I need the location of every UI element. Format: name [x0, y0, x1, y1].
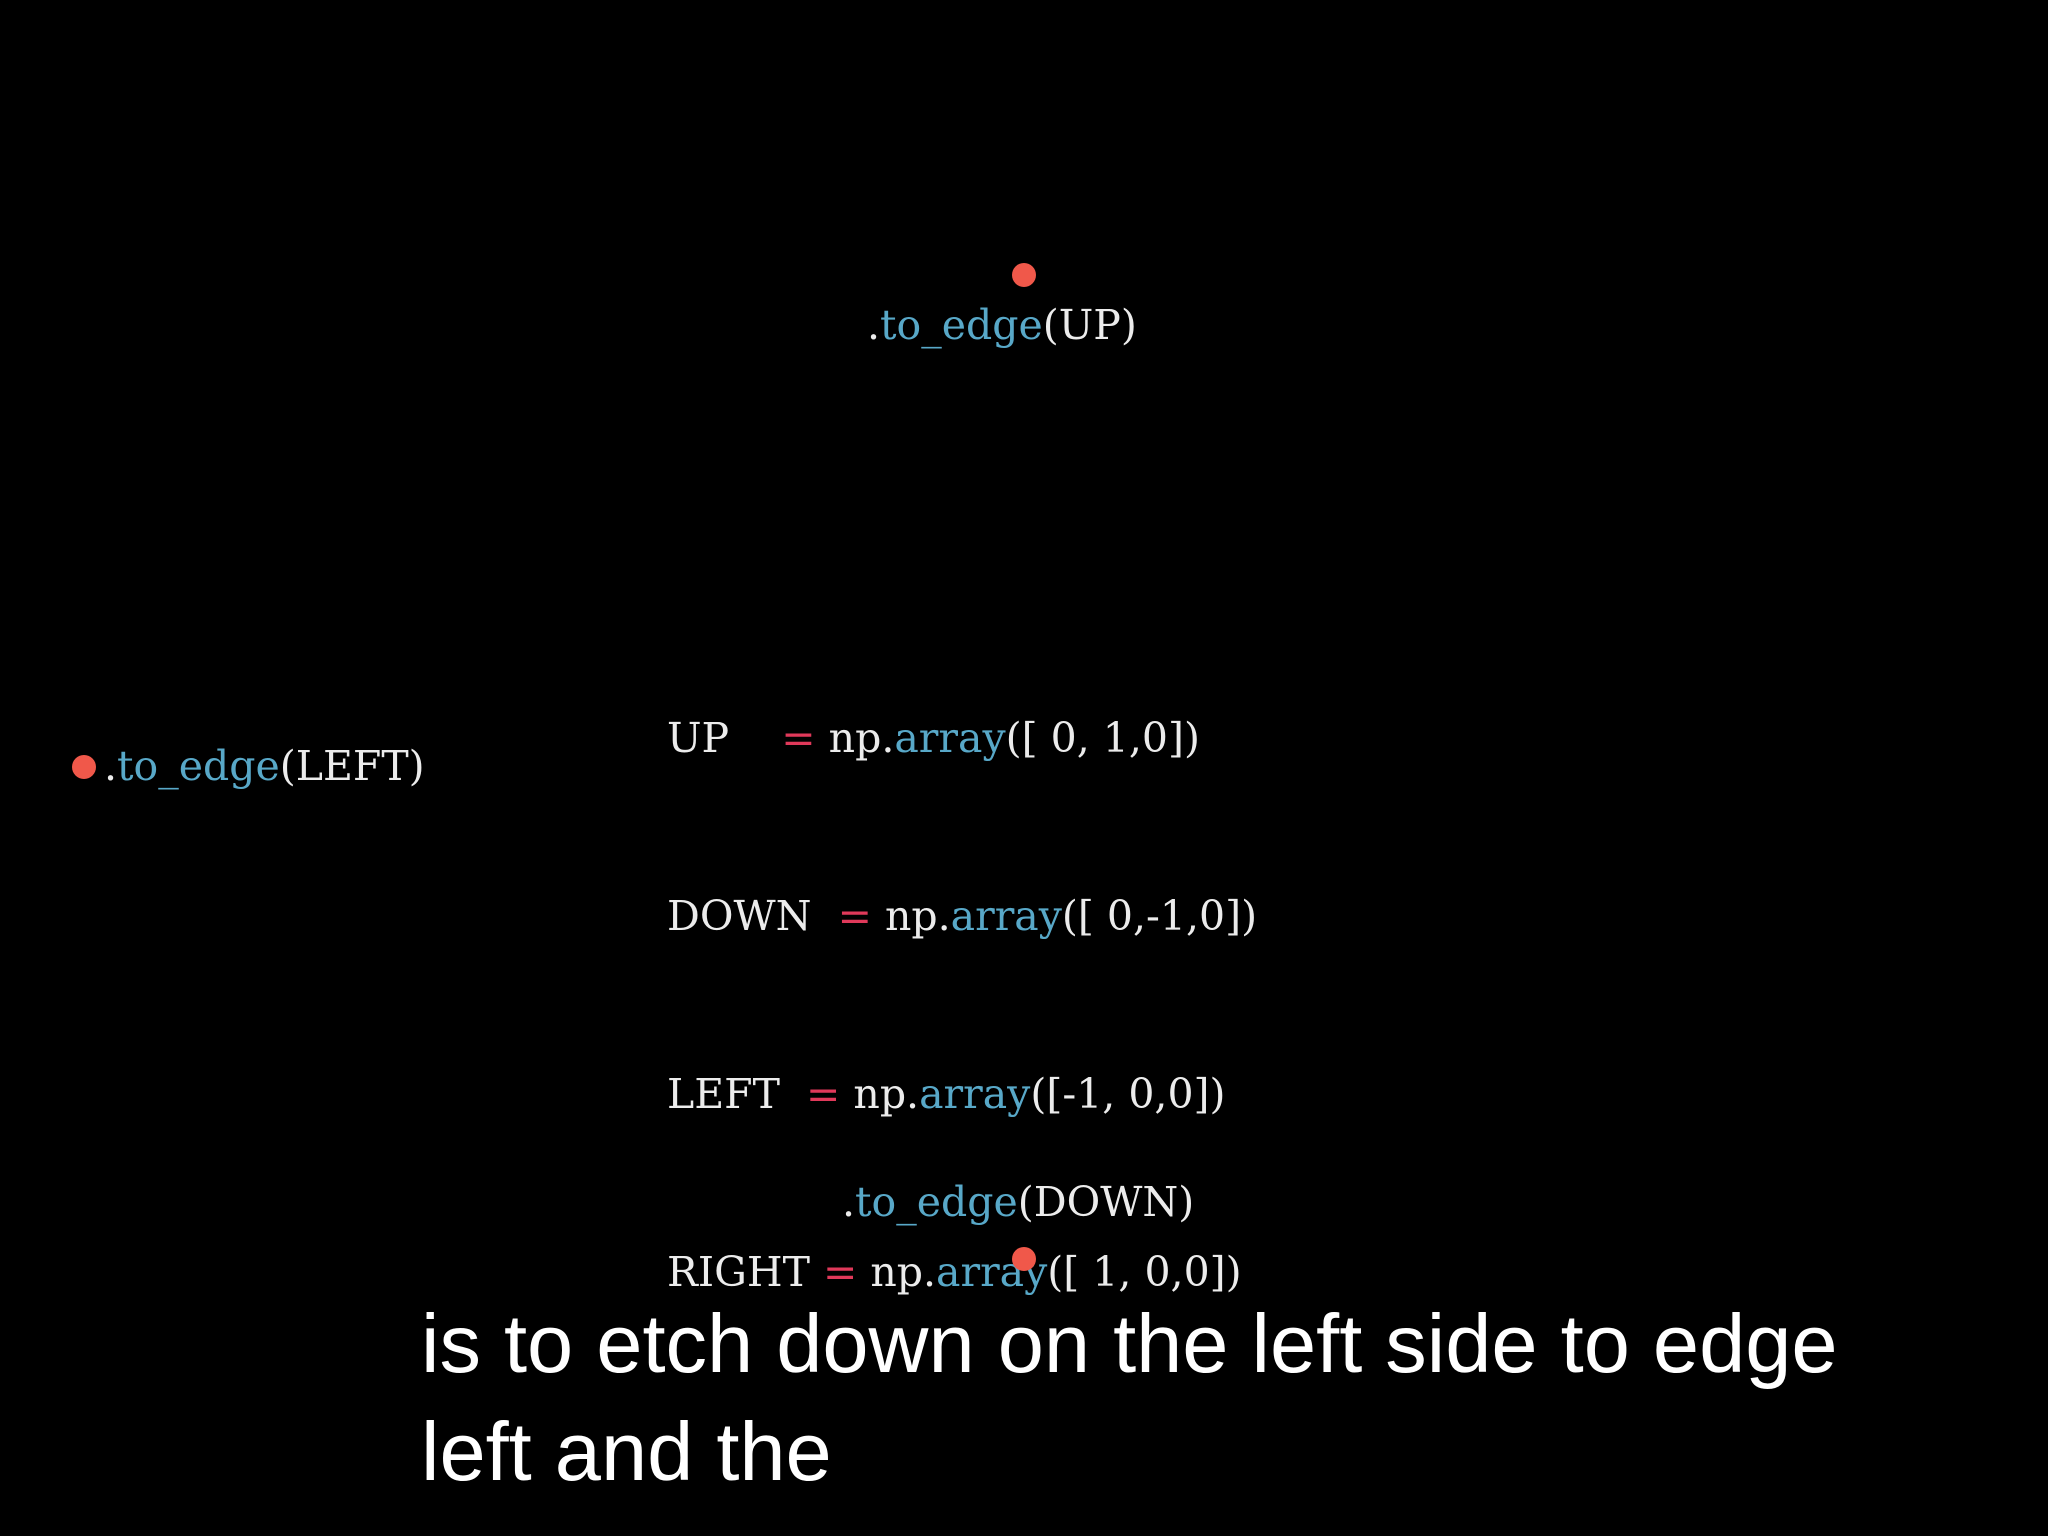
array-func: array	[919, 1070, 1031, 1118]
array-args: ([ 0, 1,0])	[1005, 714, 1200, 762]
subtitle-line-2: left and the	[421, 1405, 832, 1498]
array-args: ([ 1, 0,0])	[1047, 1248, 1242, 1296]
method-arg: (LEFT)	[279, 742, 425, 790]
dot-accessor: .	[842, 1178, 856, 1226]
assign-operator: =	[781, 714, 816, 762]
to-edge-down-label: .to_edge(DOWN)	[842, 1182, 1194, 1223]
method-arg: (DOWN)	[1017, 1178, 1195, 1226]
const-name: DOWN	[667, 892, 838, 940]
array-func: array	[950, 892, 1062, 940]
code-line-down: DOWN = np.array([ 0,-1,0])	[667, 886, 1257, 968]
method-arg: (UP)	[1042, 301, 1137, 349]
direction-constants-code: UP = np.array([ 0, 1,0]) DOWN = np.array…	[667, 612, 1257, 1372]
array-args: ([ 0,-1,0])	[1061, 892, 1258, 940]
array-func: array	[894, 714, 1006, 762]
up-edge-dot	[1012, 263, 1036, 287]
method-name: to_edge	[117, 742, 280, 790]
subtitle-line-1: is to etch down on the left side to edge	[421, 1297, 1838, 1390]
const-name: LEFT	[667, 1070, 807, 1118]
assign-operator: =	[806, 1070, 841, 1118]
method-name: to_edge	[855, 1178, 1018, 1226]
const-name: UP	[667, 714, 782, 762]
left-edge-dot	[72, 755, 96, 779]
np-module: np.	[857, 1248, 937, 1296]
np-module: np.	[815, 714, 895, 762]
const-name: RIGHT	[667, 1248, 823, 1296]
code-line-left: LEFT = np.array([-1, 0,0])	[667, 1064, 1257, 1146]
dot-accessor: .	[104, 742, 118, 790]
to-edge-up-label: .to_edge(UP)	[867, 305, 1137, 346]
np-module: np.	[840, 1070, 920, 1118]
video-subtitle: is to etch down on the left side to edge…	[421, 1290, 2021, 1506]
assign-operator: =	[837, 892, 872, 940]
array-args: ([-1, 0,0])	[1030, 1070, 1226, 1118]
down-edge-dot	[1012, 1247, 1036, 1271]
code-line-up: UP = np.array([ 0, 1,0])	[667, 708, 1257, 790]
method-name: to_edge	[880, 301, 1043, 349]
dot-accessor: .	[867, 301, 881, 349]
assign-operator: =	[822, 1248, 858, 1296]
np-module: np.	[871, 892, 951, 940]
to-edge-left-label: .to_edge(LEFT)	[104, 746, 425, 787]
